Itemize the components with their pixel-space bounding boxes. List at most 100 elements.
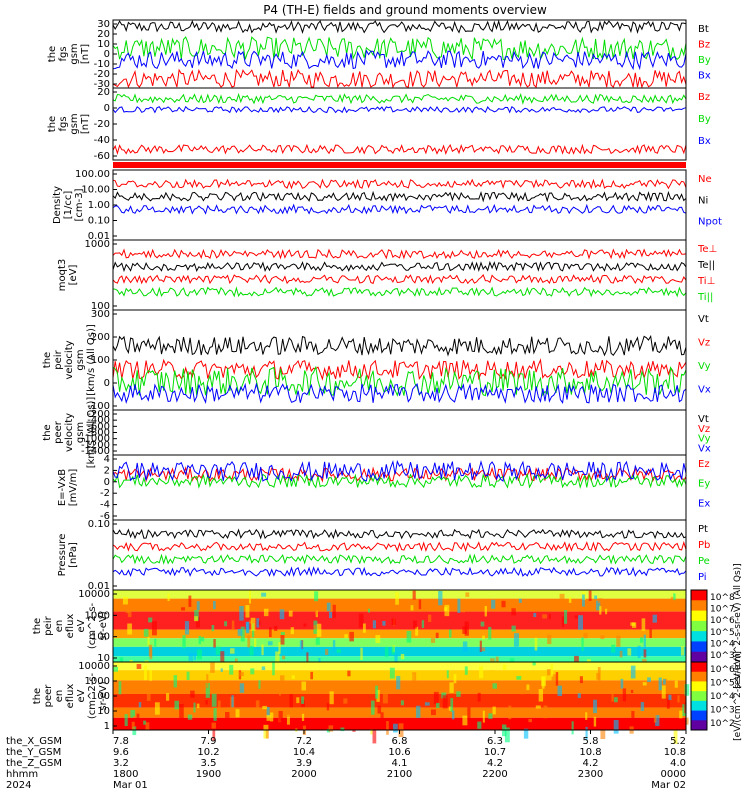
- y-tick-label: 20: [97, 87, 110, 98]
- heatmap-streak: [249, 645, 254, 656]
- y-tick-label: 10.00: [81, 185, 110, 196]
- heatmap-band: [113, 590, 686, 599]
- heatmap-streak: [224, 621, 228, 627]
- heatmap-streak: [394, 655, 398, 664]
- heatmap-streak: [548, 613, 551, 620]
- legend-Ti||: Ti||: [697, 292, 713, 303]
- heatmap-streak: [166, 693, 170, 701]
- footer-value-y: 10.7: [484, 747, 506, 758]
- trace-Vx: [112, 382, 687, 404]
- footer-value-hhmm: 1900: [196, 769, 221, 780]
- heatmap-streak: [457, 598, 461, 613]
- chart-title: P4 (TH-E) fields and ground moments over…: [263, 3, 547, 17]
- y-tick-label: -1000: [81, 434, 110, 445]
- y-axis-label: the: [42, 352, 53, 368]
- heatmap-streak: [484, 605, 487, 617]
- heatmap-streak: [213, 708, 217, 721]
- heatmap-streak: [196, 617, 200, 628]
- footer-value-z: 4.2: [583, 758, 599, 769]
- heatmap-streak: [194, 610, 199, 621]
- footer-row-label: the_Z_GSM: [6, 758, 62, 769]
- heatmap-band: [113, 656, 686, 662]
- heatmap-streak: [245, 605, 250, 618]
- heatmap-streak: [266, 714, 271, 721]
- y-axis-label: [km/s (All Qs)]: [86, 324, 97, 396]
- footer-value-x: 7.9: [201, 736, 217, 747]
- panel-7: Ez Ey Ex 420-2-4-6 E=-VxB [mV/m]: [57, 454, 710, 522]
- heatmap-streak: [630, 622, 636, 626]
- heatmap-streak: [462, 626, 467, 634]
- heatmap-streak: [180, 607, 186, 611]
- heatmap-streak: [262, 705, 267, 710]
- heatmap-streak: [230, 648, 235, 654]
- heatmap-streak: [249, 620, 253, 624]
- trace-Npot: [112, 203, 687, 215]
- heatmap-streak: [328, 611, 333, 619]
- heatmap-streak: [386, 721, 389, 735]
- heatmap-streak: [415, 626, 419, 636]
- heatmap-streak: [328, 725, 334, 732]
- y-axis-label: peer: [53, 420, 64, 444]
- heatmap-streak: [622, 688, 627, 702]
- y-tick-label: 10: [97, 706, 110, 717]
- legend-Pt: Pt: [698, 524, 708, 535]
- heatmap-streak: [421, 620, 425, 628]
- heatmap-streak: [630, 689, 634, 694]
- heatmap-streak: [559, 593, 565, 609]
- heatmap-band: [113, 629, 686, 639]
- legend-Ti⊥: Ti⊥: [697, 276, 715, 287]
- heatmap-streak: [146, 689, 151, 701]
- y-axis-label: eflux: [65, 684, 76, 709]
- trace-Ne: [112, 178, 687, 190]
- footer-value-z: 4.1: [392, 758, 408, 769]
- colorbar-tick-label: 10^8: [710, 593, 735, 603]
- y-axis-label: gsm: [69, 43, 80, 64]
- footer-value-x: 5.8: [583, 736, 599, 747]
- heatmap-streak: [220, 651, 225, 662]
- heatmap-streak: [557, 685, 563, 696]
- heatmap-streak: [647, 677, 651, 682]
- y-tick-label: 1000: [85, 676, 110, 687]
- y-tick-label: 20: [97, 29, 110, 40]
- heatmap-streak: [314, 591, 319, 602]
- heatmap-streak: [392, 618, 396, 626]
- heatmap-streak: [272, 662, 275, 676]
- legend-Bz: Bz: [698, 92, 710, 103]
- heatmap-streak: [677, 684, 681, 693]
- y-tick-label: 0.01: [88, 231, 110, 242]
- heatmap-streak: [481, 647, 486, 652]
- y-tick-label: 100.00: [75, 169, 110, 180]
- heatmap-streak: [231, 620, 235, 631]
- y-axis-label: [eV]: [68, 265, 79, 286]
- heatmap-streak: [136, 713, 140, 726]
- heatmap-streak: [430, 709, 436, 716]
- y-tick-label: 2: [104, 465, 110, 476]
- heatmap-streak: [620, 678, 624, 689]
- heatmap-streak: [245, 622, 249, 633]
- heatmap-streak: [238, 672, 244, 677]
- heatmap-streak: [574, 615, 579, 619]
- heatmap-streak: [444, 604, 450, 617]
- heatmap-streak: [278, 680, 281, 696]
- heatmap-streak: [362, 623, 366, 633]
- heatmap-streak: [412, 590, 416, 600]
- y-axis-label: [mV/m]: [68, 469, 79, 507]
- heatmap-streak: [511, 608, 516, 616]
- footer-value-y: 10.8: [579, 747, 601, 758]
- legend-Vx: Vx: [698, 443, 711, 454]
- legend-Bz: Bz: [698, 40, 710, 51]
- footer-value-y: 9.6: [113, 747, 129, 758]
- heatmap-streak: [594, 595, 598, 600]
- y-tick-label: -6: [100, 511, 110, 522]
- heatmap-streak: [643, 634, 646, 648]
- heatmap-streak: [229, 664, 234, 675]
- footer-value-date: Mar 02: [651, 780, 686, 791]
- heatmap-streak: [144, 665, 147, 681]
- heatmap-streak: [450, 698, 454, 712]
- legend-Pb: Pb: [698, 540, 710, 551]
- heatmap-streak: [193, 702, 196, 713]
- heatmap-streak: [184, 621, 190, 635]
- heatmap-streak: [488, 713, 493, 719]
- colorbar-segment: [691, 720, 707, 731]
- trace-Pe: [112, 553, 687, 565]
